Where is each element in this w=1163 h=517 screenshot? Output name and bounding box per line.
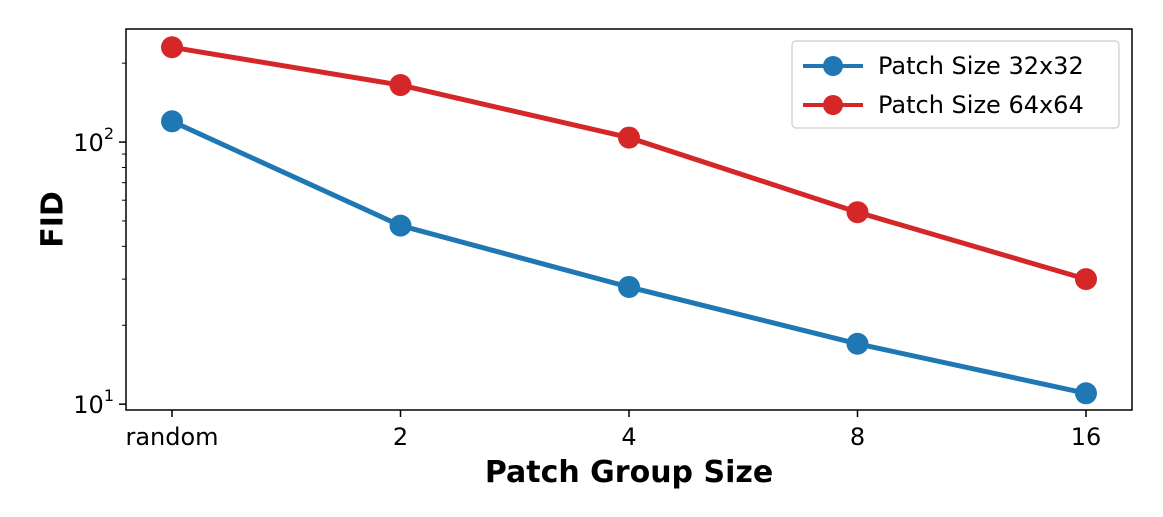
data-point xyxy=(618,126,640,149)
y-tick-label: 102 xyxy=(73,124,114,157)
data-point xyxy=(1075,382,1097,405)
data-point xyxy=(618,275,640,298)
legend-label-32: Patch Size 32x32 xyxy=(878,52,1084,80)
y-major-ticks: 101 102 xyxy=(73,124,126,419)
x-tick-label: random xyxy=(125,423,218,451)
x-tick-label: 8 xyxy=(850,423,865,451)
x-axis-ticks: random 2 4 8 16 xyxy=(125,410,1101,451)
data-point xyxy=(161,110,183,133)
data-point xyxy=(1075,268,1097,291)
y-minor-ticks xyxy=(122,62,126,326)
legend-box xyxy=(791,40,1120,129)
x-tick-label: 2 xyxy=(393,423,408,451)
data-point xyxy=(846,332,869,355)
data-point xyxy=(846,201,869,224)
legend: Patch Size 32x32 Patch Size 64x64 xyxy=(791,40,1120,129)
data-point xyxy=(389,74,412,97)
data-point xyxy=(389,214,412,237)
x-tick-label: 16 xyxy=(1071,423,1102,451)
series-layer xyxy=(161,36,1097,405)
legend-marker-64 xyxy=(823,95,843,115)
x-tick-label: 4 xyxy=(621,423,636,451)
data-point xyxy=(161,36,183,59)
legend-label-64: Patch Size 64x64 xyxy=(878,91,1084,119)
y-axis-title: FID xyxy=(36,191,71,248)
y-tick-label: 101 xyxy=(73,386,114,419)
x-axis-title: Patch Group Size xyxy=(485,455,773,490)
legend-marker-32 xyxy=(823,56,843,76)
